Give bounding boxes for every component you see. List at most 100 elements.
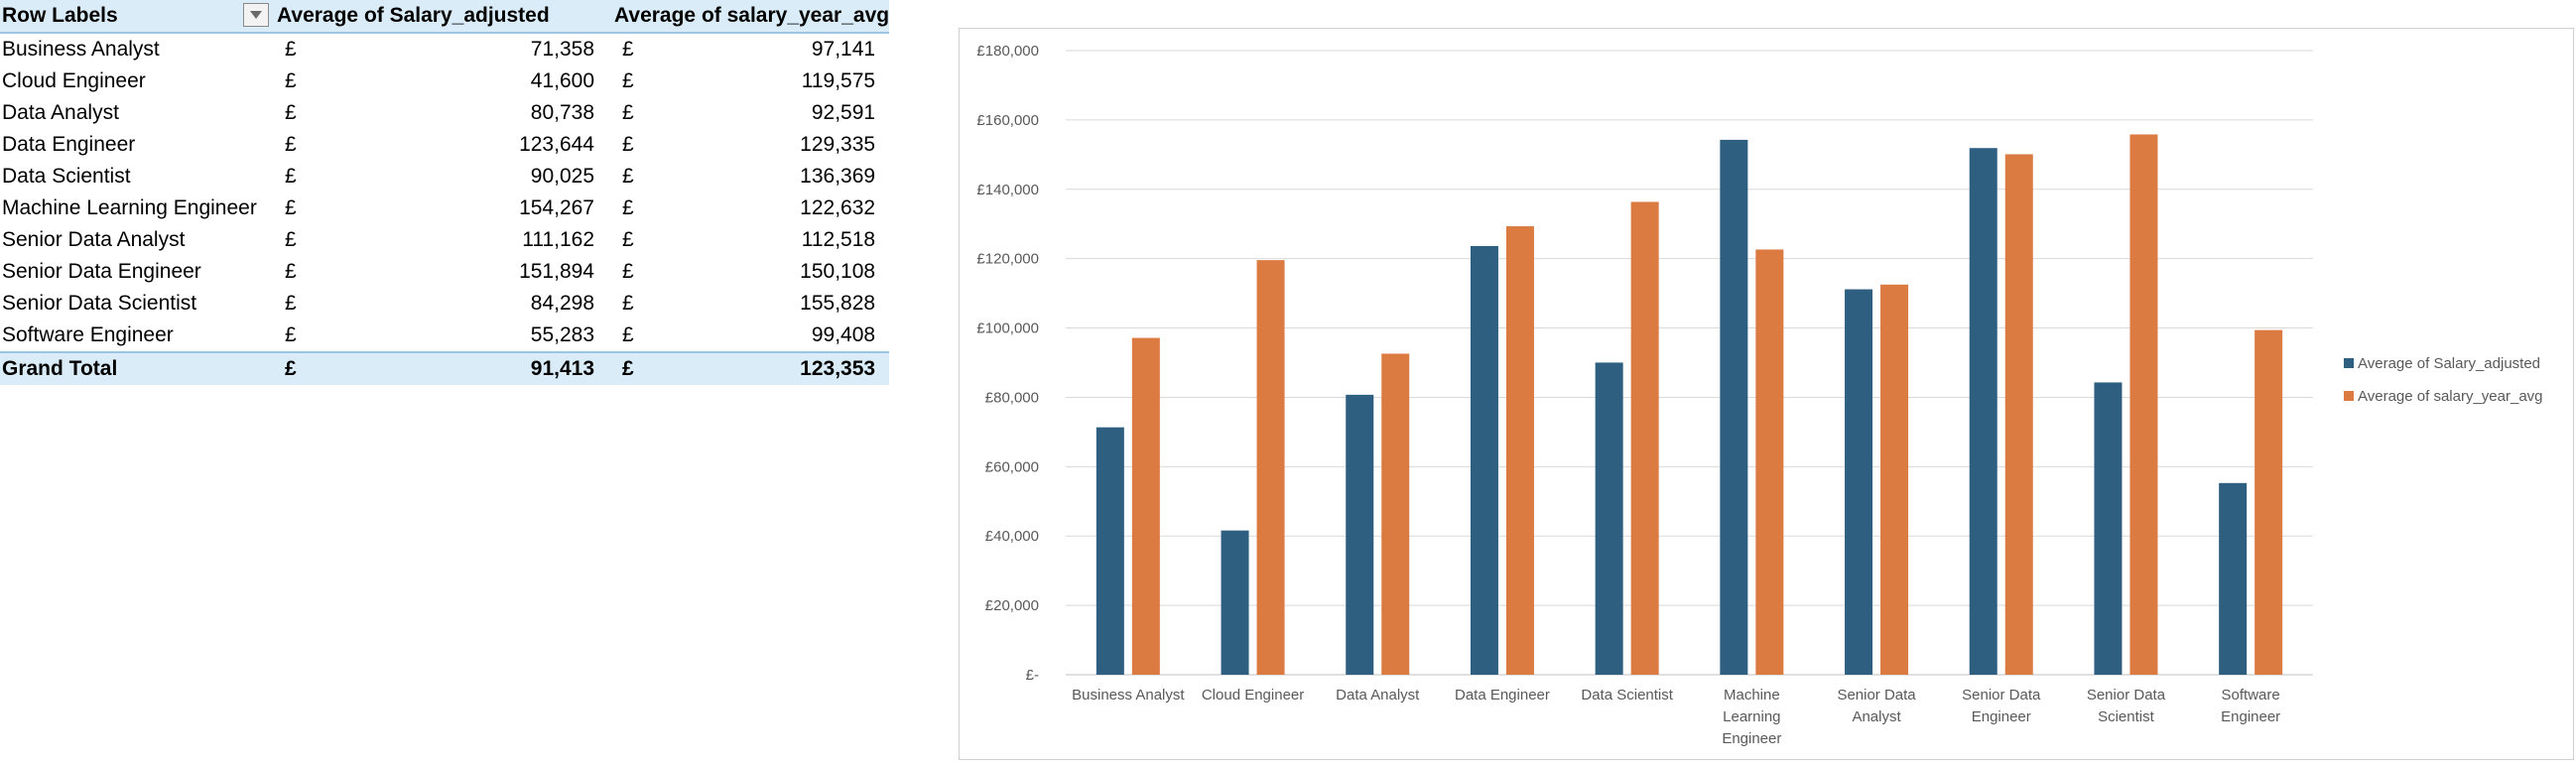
bar-salary-year-avg[interactable] [1755,249,1784,675]
row-label[interactable]: Cloud Engineer [2,69,146,92]
bar-salary-adjusted[interactable] [1346,394,1374,675]
salary-year-avg-cell[interactable]: 122,632 [800,196,876,219]
currency-symbol[interactable]: £ [285,133,297,156]
bar-salary-adjusted[interactable] [2094,382,2123,675]
row-label[interactable]: Senior Data Engineer [2,260,201,283]
currency-symbol[interactable]: £ [285,101,297,124]
bar-salary-year-avg[interactable] [2254,329,2283,675]
row-label[interactable]: Software Engineer [2,323,174,346]
row-label[interactable]: Business Analyst [2,38,160,61]
bar-salary-year-avg[interactable] [1880,284,1909,675]
row-label[interactable]: Data Engineer [2,133,136,156]
bar-salary-adjusted[interactable] [1720,139,1748,675]
salary-year-avg-cell[interactable]: 97,141 [811,38,876,61]
salary-year-avg-cell[interactable]: 99,408 [811,323,876,346]
salary-year-avg-cell[interactable]: 155,828 [800,292,876,315]
bar-salary-adjusted[interactable] [1221,530,1249,675]
table-row[interactable]: Data Analyst £80,738 £92,591 [0,97,889,129]
table-row[interactable]: Cloud Engineer £41,600 £119,575 [0,65,889,97]
row-labels-header[interactable]: Row Labels [0,0,273,34]
salary-adjusted-cell[interactable]: 71,358 [530,38,594,61]
bar-salary-adjusted[interactable] [1470,245,1498,675]
legend-label[interactable]: Average of Salary_adjusted [2358,355,2540,372]
chevron-down-icon [250,11,262,19]
table-row[interactable]: Business Analyst £71,358 £97,141 [0,33,889,65]
bar-salary-year-avg[interactable] [2004,154,2033,675]
row-label[interactable]: Senior Data Scientist [2,292,197,315]
row-label[interactable]: Data Analyst [2,101,119,124]
row-label[interactable]: Senior Data Analyst [2,228,186,251]
bar-salary-year-avg[interactable] [1630,201,1659,675]
currency-symbol[interactable]: £ [622,38,634,61]
currency-symbol[interactable]: £ [610,351,671,385]
salary-year-avg-cell[interactable]: 150,108 [800,260,876,283]
table-row[interactable]: Senior Data Analyst £111,162 £112,518 [0,224,889,256]
salary-adjusted-cell[interactable]: 55,283 [530,323,594,346]
currency-symbol[interactable]: £ [285,38,297,61]
table-row[interactable]: Data Scientist £90,025 £136,369 [0,161,889,192]
currency-symbol[interactable]: £ [622,69,634,92]
x-tick-label: Data Engineer [1455,687,1550,704]
salary-adjusted-cell[interactable]: 123,644 [519,133,594,156]
x-tick-label: Cloud Engineer [1202,687,1304,704]
table-row[interactable]: Software Engineer £55,283 £99,408 [0,320,889,352]
x-tick-label-line: Engineer [1722,730,1781,747]
salary-adjusted-cell[interactable]: 111,162 [522,228,594,251]
bar-salary-year-avg[interactable] [1256,260,1285,675]
salary-adjusted-cell[interactable]: 80,738 [530,101,594,124]
currency-symbol[interactable]: £ [285,69,297,92]
table-row[interactable]: Data Engineer £123,644 £129,335 [0,129,889,161]
bar-salary-year-avg[interactable] [1505,226,1534,675]
currency-symbol[interactable]: £ [285,292,297,315]
bar-salary-adjusted[interactable] [1969,148,1997,676]
currency-symbol[interactable]: £ [285,260,297,283]
grand-total-salary-year-avg[interactable]: 123,353 [670,351,890,385]
y-tick-label: £120,000 [976,251,1039,268]
filter-dropdown-button[interactable] [243,3,269,27]
row-label[interactable]: Machine Learning Engineer [2,196,257,219]
chart-area[interactable]: £- £20,000 £40,000 £60,000 £80,000 £100,000 £1… [959,28,2574,760]
grand-total-label[interactable]: Grand Total [0,351,273,385]
salary-year-avg-header[interactable]: Average of salary_year_avg [610,0,890,34]
currency-symbol[interactable]: £ [622,260,634,283]
salary-year-avg-cell[interactable]: 129,335 [800,133,876,156]
currency-symbol[interactable]: £ [273,351,330,385]
currency-symbol[interactable]: £ [285,165,297,188]
salary-adjusted-cell[interactable]: 41,600 [530,69,594,92]
currency-symbol[interactable]: £ [622,292,634,315]
salary-adjusted-cell[interactable]: 154,267 [519,196,594,219]
currency-symbol[interactable]: £ [622,165,634,188]
bar-salary-year-avg[interactable] [2129,134,2158,675]
table-row[interactable]: Senior Data Scientist £84,298 £155,828 [0,288,889,320]
salary-adjusted-cell[interactable]: 151,894 [519,260,594,283]
currency-symbol[interactable]: £ [622,228,634,251]
legend-label[interactable]: Average of salary_year_avg [2358,388,2543,405]
grand-total-row[interactable]: Grand Total £91,413 £123,353 [0,351,890,385]
bar-salary-year-avg[interactable] [1381,353,1410,675]
salary-year-avg-cell[interactable]: 119,575 [801,69,876,92]
salary-adjusted-header[interactable]: Average of Salary_adjusted [273,0,610,34]
currency-symbol[interactable]: £ [622,133,634,156]
clustered-bar-chart: £- £20,000 £40,000 £60,000 £80,000 £100,000 £1… [976,43,2543,747]
table-row[interactable]: Machine Learning Engineer £154,267 £122,63… [0,192,889,224]
row-label[interactable]: Data Scientist [2,165,131,188]
x-tick-label-line: Cloud Engineer [1202,687,1304,704]
currency-symbol[interactable]: £ [622,101,634,124]
currency-symbol[interactable]: £ [285,228,297,251]
bar-salary-adjusted[interactable] [1095,427,1124,675]
currency-symbol[interactable]: £ [622,323,634,346]
grand-total-salary-adjusted[interactable]: 91,413 [330,351,610,385]
salary-year-avg-cell[interactable]: 92,591 [811,101,876,124]
bar-salary-adjusted[interactable] [1845,289,1873,675]
salary-adjusted-cell[interactable]: 84,298 [530,292,594,315]
currency-symbol[interactable]: £ [285,323,297,346]
currency-symbol[interactable]: £ [285,196,297,219]
salary-year-avg-cell[interactable]: 112,518 [801,228,876,251]
salary-adjusted-cell[interactable]: 90,025 [530,165,594,188]
salary-year-avg-cell[interactable]: 136,369 [800,165,876,188]
bar-salary-adjusted[interactable] [2219,482,2248,675]
bar-salary-adjusted[interactable] [1595,362,1623,675]
currency-symbol[interactable]: £ [622,196,634,219]
table-row[interactable]: Senior Data Engineer £151,894 £150,108 [0,256,889,288]
bar-salary-year-avg[interactable] [1131,337,1160,675]
